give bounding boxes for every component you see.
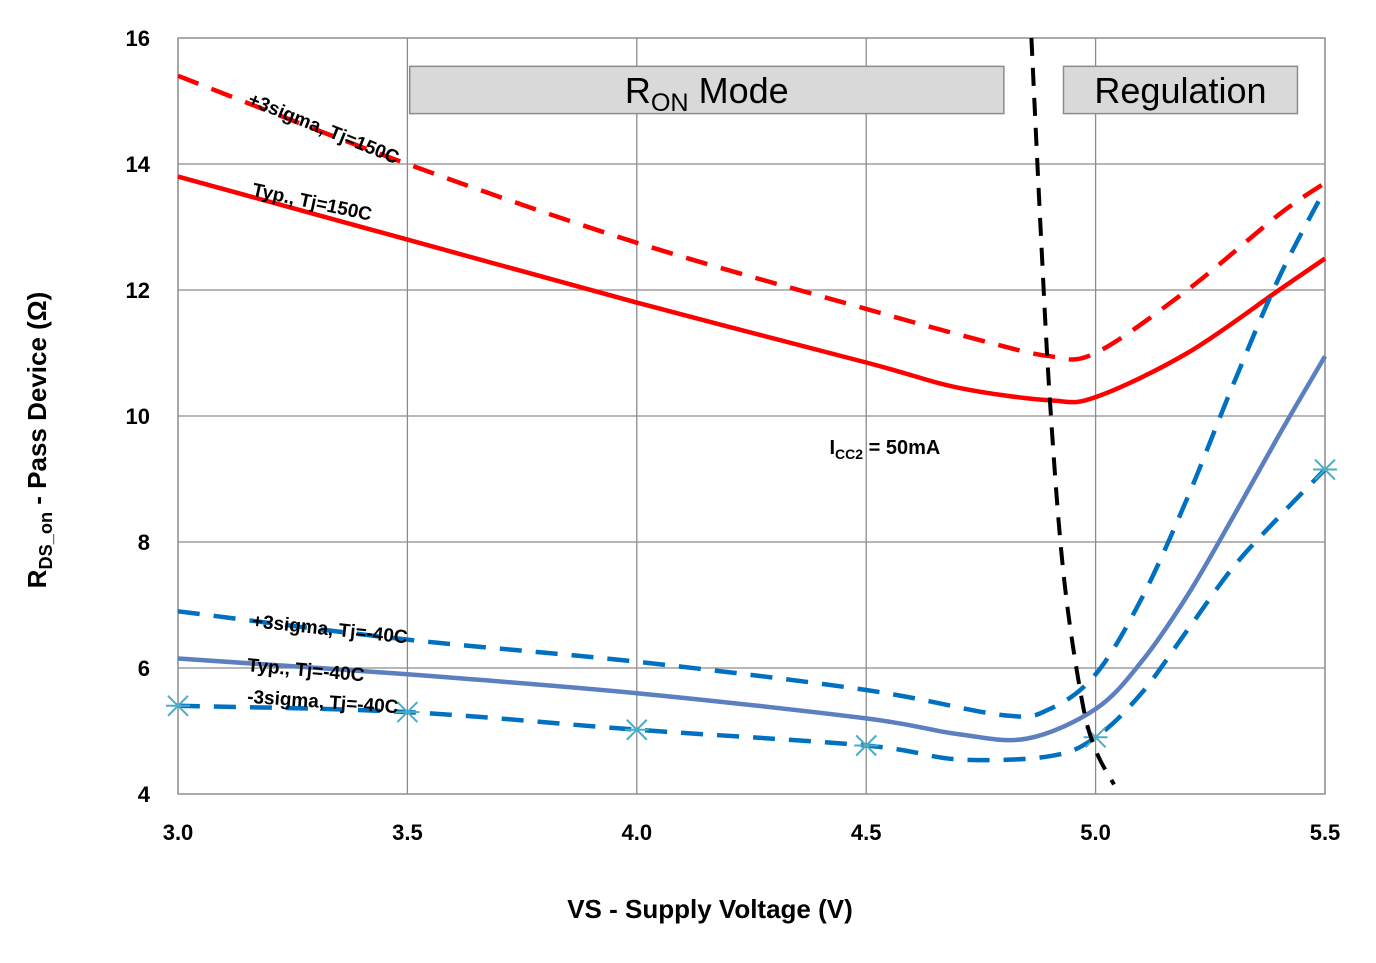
- y-tick-label: 4: [138, 782, 151, 807]
- y-tick-label: 16: [126, 26, 150, 51]
- tick-labels: 3.0 3.5 4.0 4.5 5.0 5.5 4 6 8 10 12 14 16: [126, 26, 1341, 845]
- series-line-typ-tj-150c: [177, 174, 1327, 405]
- region-label-sub: ON: [651, 89, 689, 117]
- grid: [177, 37, 1326, 795]
- marker-x: [395, 701, 420, 723]
- region-box-0: [408, 65, 1005, 115]
- y-tick-label: 12: [126, 278, 150, 303]
- x-tick-label: 4.0: [622, 820, 653, 845]
- marker-x: [854, 734, 879, 757]
- series-group: [166, 37, 1337, 786]
- series-line-3sigma-tj-150c: [177, 73, 1327, 362]
- x-axis-title: VS - Supply Voltage (V): [567, 894, 853, 924]
- marker-x: [166, 695, 190, 717]
- region-label-1: Regulation: [1094, 70, 1266, 111]
- x-tick-label: 4.5: [851, 820, 882, 845]
- series-line-3sigma-tj-40c: [177, 467, 1327, 763]
- x-tick-label: 3.0: [163, 820, 194, 845]
- y-tick-label: 6: [138, 656, 150, 681]
- y-tick-label: 14: [126, 152, 151, 177]
- marker-x: [624, 719, 649, 741]
- series-line-icc2-50ma-boundary: [1029, 37, 1116, 786]
- x-tick-label: 5.0: [1080, 820, 1111, 845]
- y-axis-title: RDS_on - Pass Device (Ω): [22, 292, 56, 589]
- series-line-3sigma-tj-40c: [177, 188, 1327, 719]
- region-label-rest: Mode: [689, 70, 789, 111]
- x-tick-label: 3.5: [392, 820, 423, 845]
- x-tick-label: 5.5: [1310, 820, 1341, 845]
- curve-label-3sigma-tj-150c: +3sigma, Tj=150C: [245, 89, 402, 169]
- y-axis-title-sub: DS_on: [36, 512, 56, 570]
- curve-label-3sigma-tj-40c: +3sigma, Tj=-40C: [251, 611, 409, 648]
- curve-labels: +3sigma, Tj=150C Typ., Tj=150C +3sigma, Tj…: [245, 89, 409, 718]
- y-tick-label: 8: [138, 530, 150, 555]
- y-axis-title-main: R: [22, 569, 52, 588]
- icc2-annotation-rest: = 50mA: [863, 437, 940, 459]
- curve-label-typ-tj-150c: Typ., Tj=150C: [250, 180, 374, 226]
- y-axis-title-rest: - Pass Device (Ω): [22, 292, 52, 512]
- region-label-main: Regulation: [1094, 70, 1266, 111]
- curve-label-3sigma-tj-40c: -3sigma, Tj=-40C: [246, 687, 399, 719]
- mode-regions: RON Mode Regulation: [408, 65, 1299, 117]
- region-label-main: R: [625, 70, 651, 111]
- icc2-annotation-main: I: [829, 437, 835, 459]
- icc2-annotation-sub: CC2: [835, 446, 863, 462]
- region-label-0: RON Mode: [625, 70, 789, 117]
- curve-label-typ-tj-40c: Typ., Tj=-40C: [246, 655, 365, 686]
- region-box-1: [1062, 65, 1299, 115]
- plot-frame: [177, 37, 1326, 795]
- icc2-annotation: ICC2 = 50mA: [829, 437, 940, 462]
- marker-x: [1313, 458, 1337, 481]
- y-tick-label: 10: [126, 404, 150, 429]
- series-line-typ-tj-40c: [177, 355, 1327, 743]
